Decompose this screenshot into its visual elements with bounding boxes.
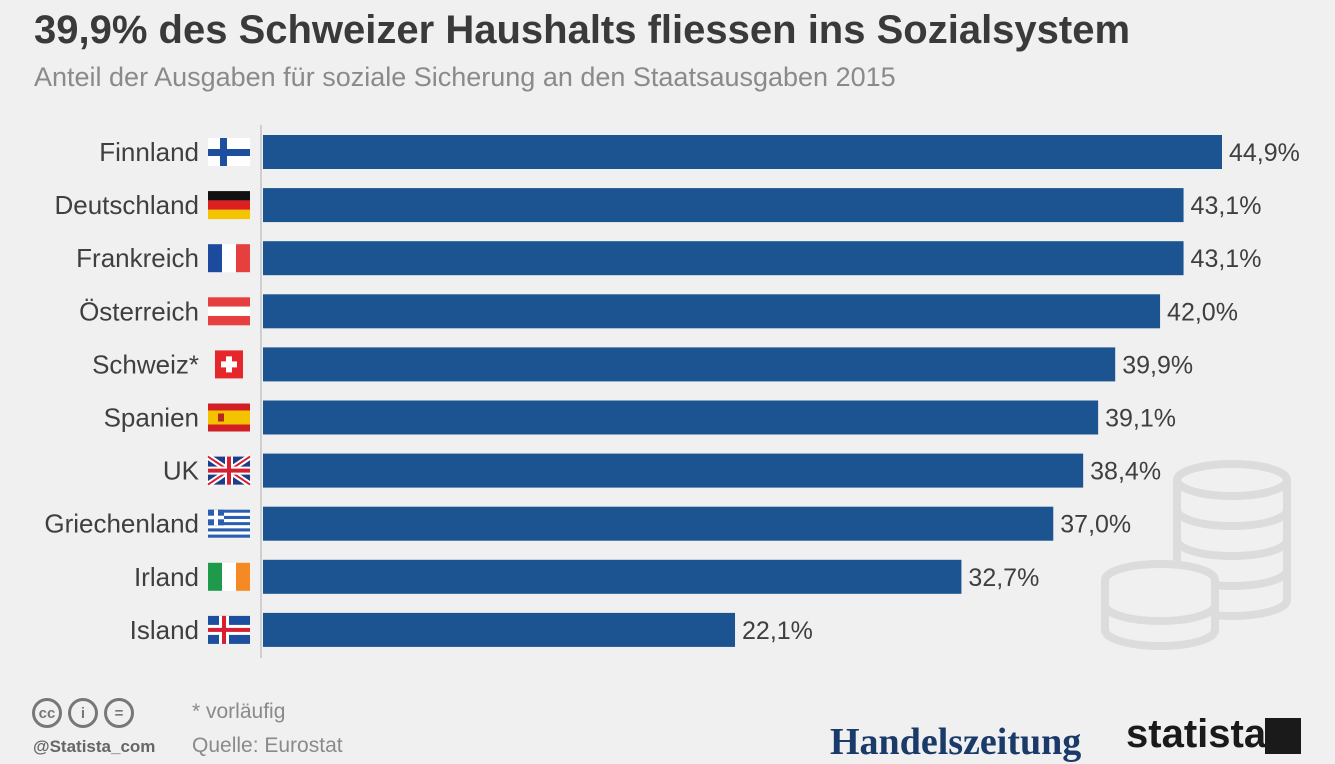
category-label: Schweiz* [92,349,199,379]
austria-flag-icon [208,297,250,326]
source-note: Quelle: Eurostat [192,734,343,757]
finland-flag-icon [208,138,250,166]
uk-flag-icon [206,454,252,488]
france-flag-icon [208,244,250,273]
germany-flag-icon [208,191,250,220]
bar-1 [263,188,1184,223]
statista-mark-icon [1265,718,1301,754]
value-label: 43,1% [1191,245,1262,273]
ireland-flag-icon [208,562,250,591]
footnote: * vorläufig [192,700,286,723]
value-label: 42,0% [1167,298,1238,326]
category-label: Island [130,615,199,645]
bar-4 [263,347,1116,382]
category-label: UK [163,456,200,486]
value-label: 32,7% [968,564,1039,592]
category-label: Österreich [79,296,199,326]
category-label: Deutschland [54,190,199,220]
statista-logo[interactable]: statista [1126,712,1267,756]
value-label: 39,1% [1105,405,1176,433]
spain-flag-icon [208,403,250,432]
bar-7 [263,506,1054,541]
value-label: 39,9% [1122,351,1193,379]
bar-chart: Finnland 44,9% Deutschland 43,1% Frankreich 4… [44,125,1300,658]
license-icons: cc i = [32,698,134,728]
switzerland-flag-icon [215,350,243,379]
category-label: Finnland [99,137,199,167]
category-label: Spanien [104,403,199,433]
bar-6 [263,453,1084,488]
bar-2 [263,241,1184,276]
chart-subtitle: Anteil der Ausgaben für soziale Sicherun… [34,62,896,92]
value-label: 38,4% [1090,458,1161,486]
category-label: Frankreich [76,243,199,273]
category-label: Griechenland [44,509,199,539]
bar-0 [263,135,1222,169]
value-label: 44,9% [1229,139,1300,167]
bar-3 [263,294,1161,329]
greece-flag-icon [208,509,250,538]
bar-9 [263,612,736,647]
bar-8 [263,559,962,594]
statista-credit: @Statista_com [33,737,156,756]
handelszeitung-logo[interactable]: Handelszeitung [830,721,1082,763]
coins-decoration-icon [1101,460,1291,650]
chart-title: 39,9% des Schweizer Haushalts fliessen i… [34,8,1131,52]
by-icon: i [68,698,98,728]
category-label: Irland [134,562,199,592]
value-label: 43,1% [1191,192,1262,220]
value-label: 22,1% [742,617,813,645]
nd-icon: = [104,698,134,728]
value-label: 37,0% [1060,511,1131,539]
cc-icon: cc [32,698,62,728]
bar-5 [263,400,1099,435]
iceland-flag-icon [208,615,250,644]
